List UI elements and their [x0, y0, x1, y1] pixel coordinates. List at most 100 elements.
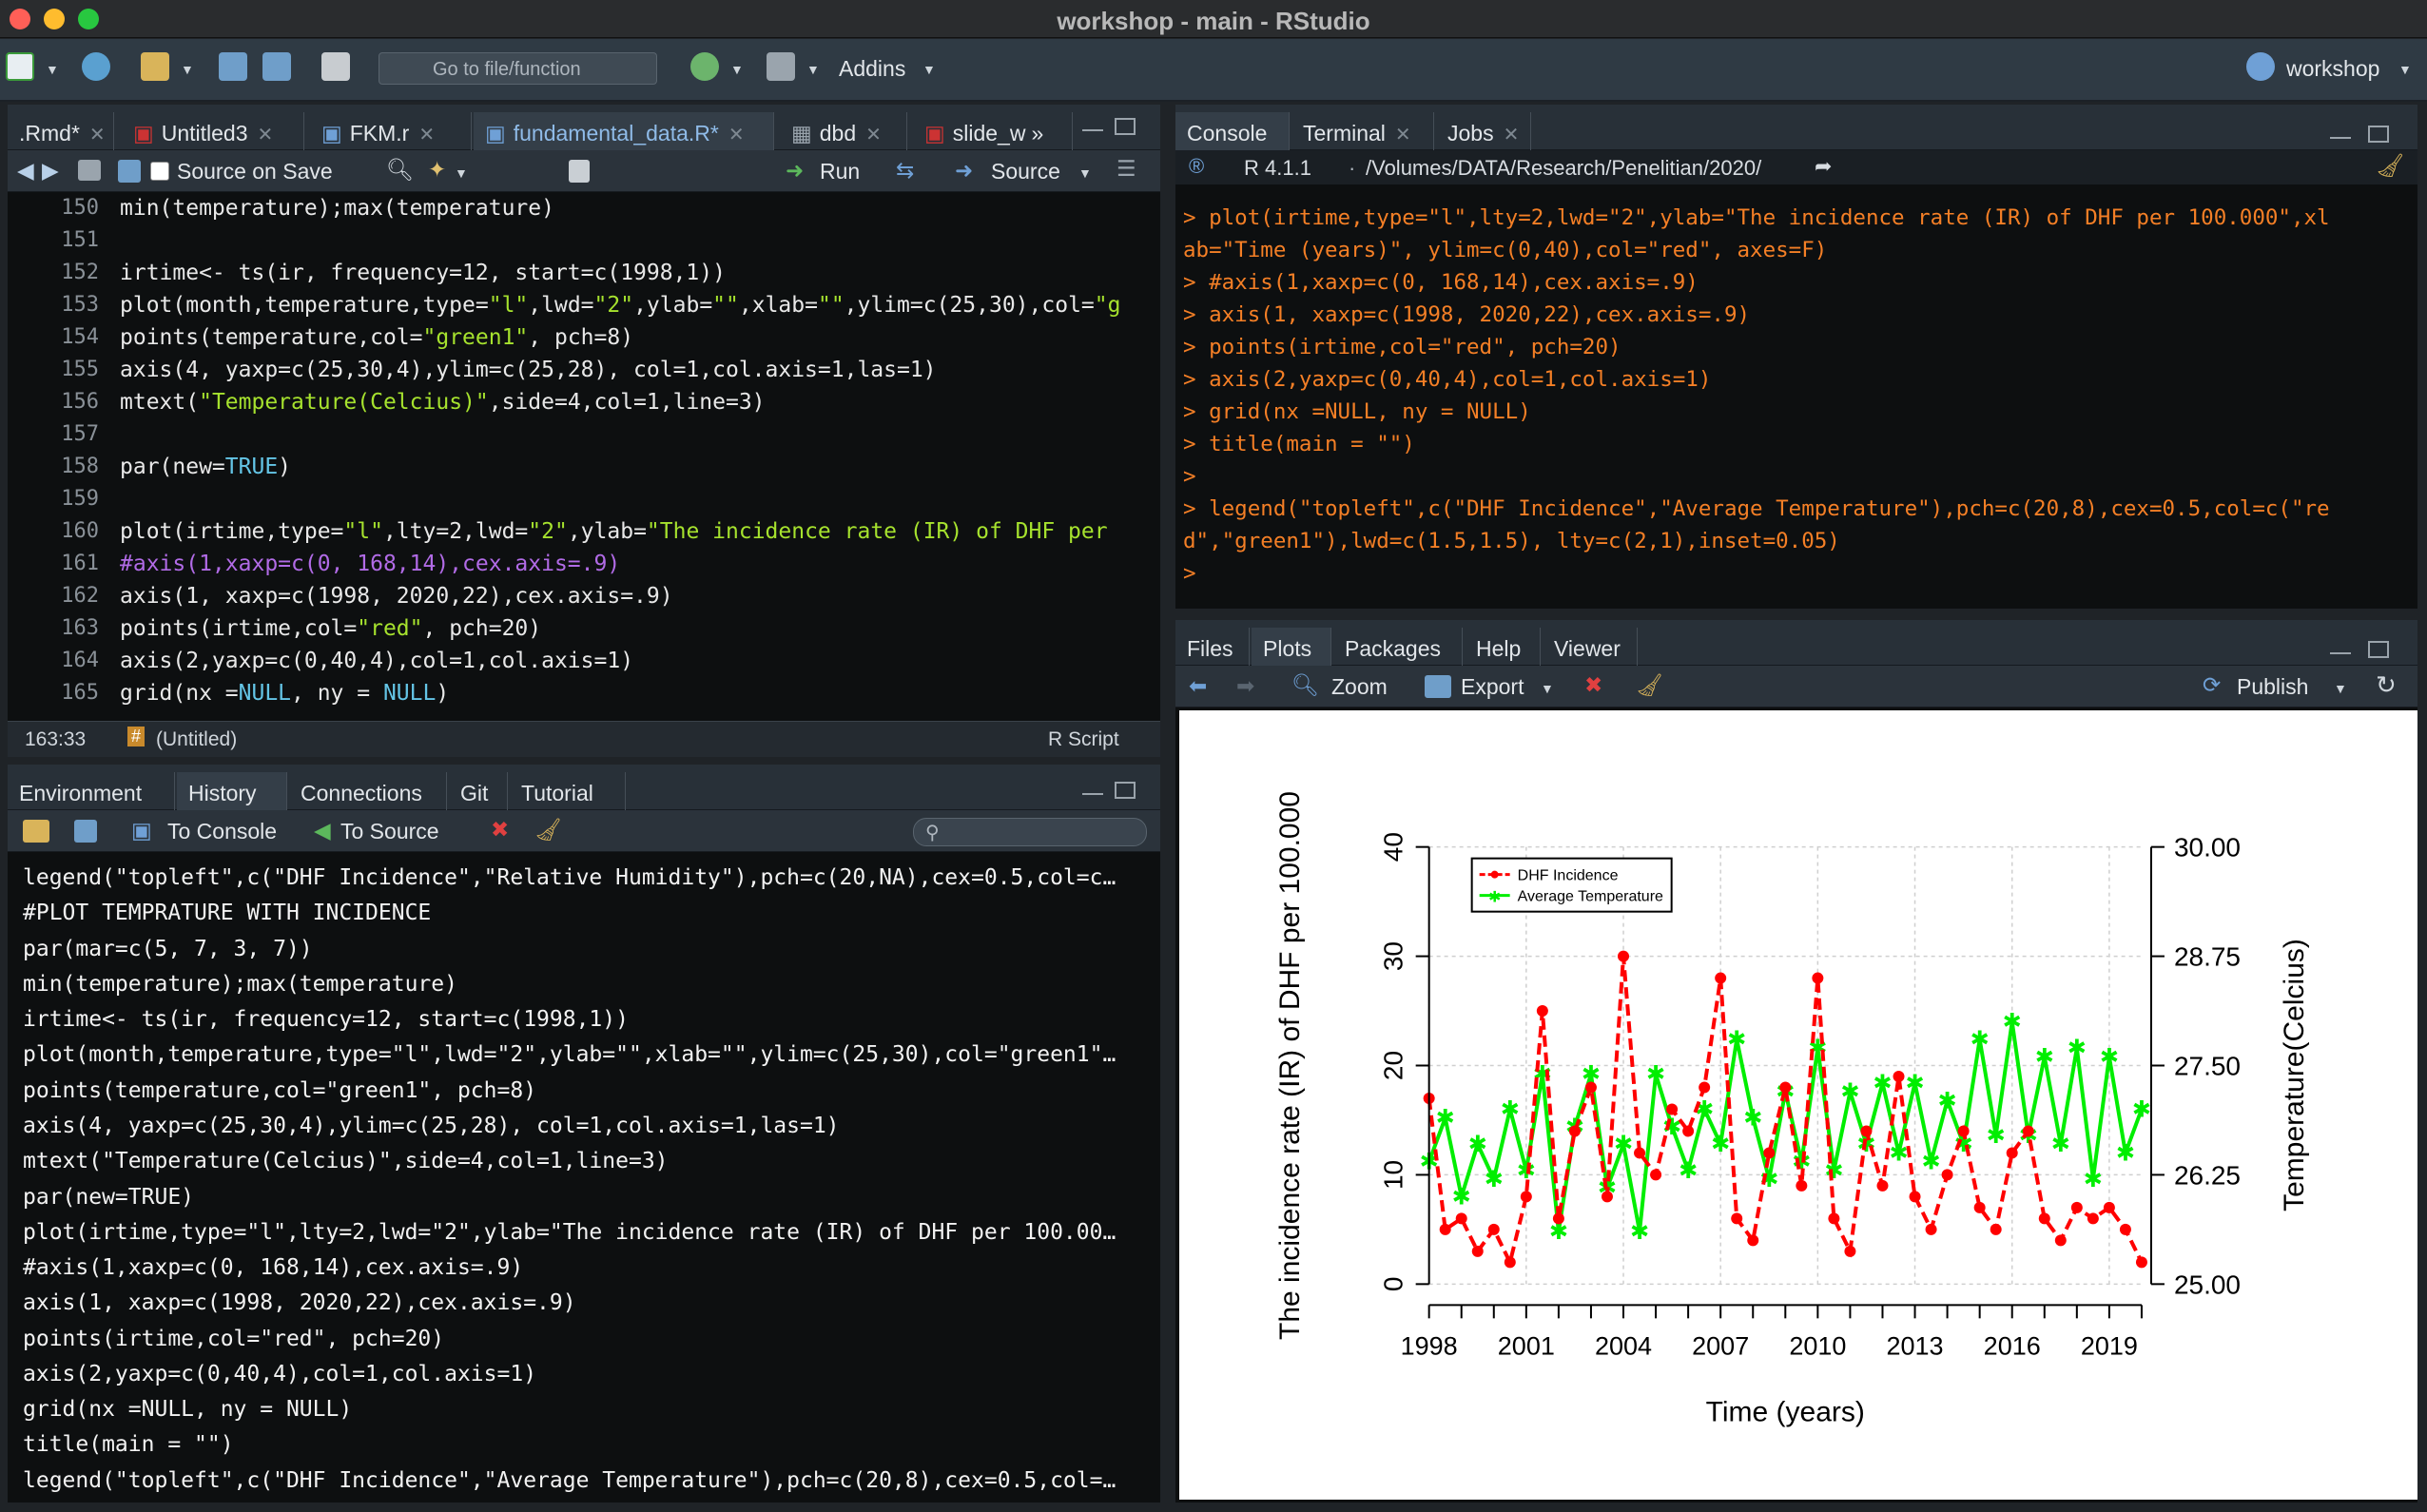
history-entry[interactable]: points(temperature,col="green1", pch=8): [23, 1077, 537, 1103]
code-tools-wand-icon[interactable]: ✦: [428, 157, 447, 182]
history-entry[interactable]: title(main = ""): [23, 1432, 234, 1458]
history-entry[interactable]: axis(1, xaxp=c(1998, 2020,22),cex.axis=.…: [23, 1290, 576, 1316]
remove-plot-icon[interactable]: ✖: [1584, 672, 1603, 697]
maximize-pane-icon[interactable]: [2368, 641, 2389, 658]
source-icon[interactable]: ➜: [955, 158, 974, 183]
minimize-pane-icon[interactable]: [2330, 649, 2351, 654]
history-entry[interactable]: par(new=TRUE): [23, 1184, 195, 1210]
run-button[interactable]: Run: [820, 159, 861, 184]
code-line[interactable]: mtext("Temperature(Celcius)",side=4,col=…: [120, 386, 1160, 418]
source-tab-rmd[interactable]: .Rmd* ✕: [8, 112, 114, 150]
project-name[interactable]: workshop: [2286, 56, 2380, 81]
maximize-pane-icon[interactable]: [1115, 118, 1136, 135]
history-entry[interactable]: legend("topleft",c("DHF Incidence","Aver…: [23, 1467, 1116, 1493]
source-button[interactable]: Source: [991, 159, 1060, 184]
chevron-down-icon[interactable]: ▼: [1541, 681, 1554, 696]
clear-plots-broom-icon[interactable]: 🧹︎: [1636, 672, 1664, 697]
chevron-down-icon[interactable]: ▼: [1078, 165, 1092, 181]
history-entry[interactable]: grid(nx =NULL, ny = NULL): [23, 1397, 353, 1423]
code-line[interactable]: axis(2,yaxp=c(0,40,4),col=1,col.axis=1): [120, 645, 1160, 677]
chevron-down-icon[interactable]: ▼: [2334, 681, 2347, 696]
tab-git[interactable]: Git: [449, 772, 508, 810]
history-entry[interactable]: min(temperature);max(temperature): [23, 971, 457, 997]
search-icon[interactable]: 🔍︎: [386, 157, 415, 182]
previous-plot-icon[interactable]: ⬅: [1189, 673, 1208, 698]
outline-icon[interactable]: ☰: [1116, 156, 1136, 181]
new-project-icon[interactable]: [82, 52, 110, 81]
code-line[interactable]: axis(1, xaxp=c(1998, 2020,22),cex.axis=.…: [120, 580, 1160, 612]
clear-history-broom-icon[interactable]: 🧹︎: [534, 817, 563, 842]
code-editor[interactable]: min(temperature);max(temperature) irtime<…: [120, 192, 1160, 721]
tab-packages[interactable]: Packages: [1333, 628, 1463, 666]
console-output[interactable]: > plot(irtime,type="l",lty=2,lwd="2",yla…: [1183, 202, 2417, 601]
refresh-icon[interactable]: ↻: [2376, 670, 2397, 699]
zoom-icon[interactable]: 🔍︎: [1291, 672, 1320, 697]
maximize-pane-icon[interactable]: [2368, 126, 2389, 143]
code-line[interactable]: [120, 418, 1160, 451]
grid-layout-icon[interactable]: [767, 52, 795, 81]
code-line[interactable]: min(temperature);max(temperature): [120, 192, 1160, 224]
tab-plots[interactable]: Plots: [1252, 628, 1331, 666]
tab-connections[interactable]: Connections: [289, 772, 447, 810]
source-tab-slide[interactable]: ▣ slide_w»: [913, 112, 1073, 150]
minimize-pane-icon[interactable]: [1082, 789, 1103, 795]
history-search-input[interactable]: ⚲: [913, 818, 1147, 846]
scope-selector[interactable]: (Untitled): [156, 728, 238, 750]
close-tab-icon[interactable]: ✕: [1394, 125, 1411, 145]
code-line[interactable]: [120, 483, 1160, 515]
go-to-directory-icon[interactable]: ➦: [1815, 154, 1833, 178]
source-tab-untitled3[interactable]: ▣ Untitled3 ✕: [122, 112, 304, 150]
close-window-button[interactable]: [10, 9, 30, 29]
addins-menu[interactable]: Addins: [839, 56, 906, 81]
export-button[interactable]: Export: [1461, 674, 1524, 699]
to-console-icon[interactable]: ▣: [131, 818, 152, 843]
new-file-icon[interactable]: [6, 52, 34, 81]
rerun-icon[interactable]: ⇆: [896, 158, 915, 183]
history-entry[interactable]: axis(2,yaxp=c(0,40,4),col=1,col.axis=1): [23, 1361, 537, 1386]
chevron-down-icon[interactable]: ▼: [181, 62, 194, 77]
tab-terminal[interactable]: Terminal ✕: [1291, 112, 1434, 150]
history-entry[interactable]: #axis(1,xaxp=c(0, 168,14),cex.axis=.9): [23, 1255, 524, 1281]
code-line[interactable]: points(temperature,col="green1", pch=8): [120, 321, 1160, 354]
tab-tutorial[interactable]: Tutorial: [510, 772, 626, 810]
more-tabs-icon[interactable]: »: [1031, 121, 1044, 145]
source-tab-dbd[interactable]: ▦ dbd ✕: [780, 112, 907, 150]
compile-report-icon[interactable]: [569, 160, 590, 183]
chevron-down-icon[interactable]: ▼: [46, 62, 59, 77]
tab-files[interactable]: Files: [1175, 628, 1250, 666]
git-icon[interactable]: [690, 52, 719, 81]
code-line[interactable]: [120, 224, 1160, 257]
show-in-window-icon[interactable]: [78, 160, 101, 181]
chevron-down-icon[interactable]: ▼: [922, 62, 936, 77]
load-history-icon[interactable]: [23, 820, 49, 843]
history-entry[interactable]: #PLOT TEMPRATURE WITH INCIDENCE: [23, 901, 432, 926]
save-history-icon[interactable]: [74, 820, 97, 843]
chevron-down-icon[interactable]: ▼: [455, 165, 468, 181]
chevron-down-icon[interactable]: ▼: [806, 62, 820, 77]
close-tab-icon[interactable]: ✕: [257, 125, 274, 145]
code-line[interactable]: grid(nx =NULL, ny = NULL): [120, 677, 1160, 709]
history-entry[interactable]: legend("topleft",c("DHF Incidence","Rela…: [23, 865, 1116, 890]
publish-icon[interactable]: ⟳: [2203, 672, 2222, 697]
close-tab-icon[interactable]: ✕: [865, 125, 882, 145]
history-entry[interactable]: axis(4, yaxp=c(25,30,4),ylim=c(25,28), c…: [23, 1113, 840, 1138]
minimize-pane-icon[interactable]: [1082, 126, 1103, 131]
history-entry[interactable]: par(mar=c(5, 7, 3, 7)): [23, 936, 313, 961]
history-entry[interactable]: mtext("Temperature(Celcius)",side=4,col=…: [23, 1149, 669, 1174]
remove-entry-icon[interactable]: ✖: [491, 817, 510, 842]
tab-viewer[interactable]: Viewer: [1543, 628, 1638, 666]
code-line[interactable]: par(new=TRUE): [120, 451, 1160, 483]
tab-console[interactable]: Console: [1175, 112, 1290, 150]
tab-environment[interactable]: Environment: [8, 772, 175, 810]
history-entry[interactable]: plot(irtime,type="l",lty=2,lwd="2",ylab=…: [23, 1219, 1116, 1245]
save-icon[interactable]: [219, 52, 247, 81]
code-line[interactable]: #axis(1,xaxp=c(0, 168,14),cex.axis=.9): [120, 548, 1160, 580]
to-source-icon[interactable]: ◀: [314, 818, 331, 843]
back-arrow-icon[interactable]: ◀: [17, 158, 34, 183]
code-line[interactable]: axis(4, yaxp=c(25,30,4),ylim=c(25,28), c…: [120, 354, 1160, 386]
to-source-button[interactable]: To Source: [340, 819, 439, 843]
clear-console-broom-icon[interactable]: 🧹︎: [2376, 153, 2405, 179]
close-tab-icon[interactable]: ✕: [88, 125, 106, 145]
minimize-window-button[interactable]: [44, 9, 65, 29]
tab-jobs[interactable]: Jobs ✕: [1436, 112, 1531, 150]
